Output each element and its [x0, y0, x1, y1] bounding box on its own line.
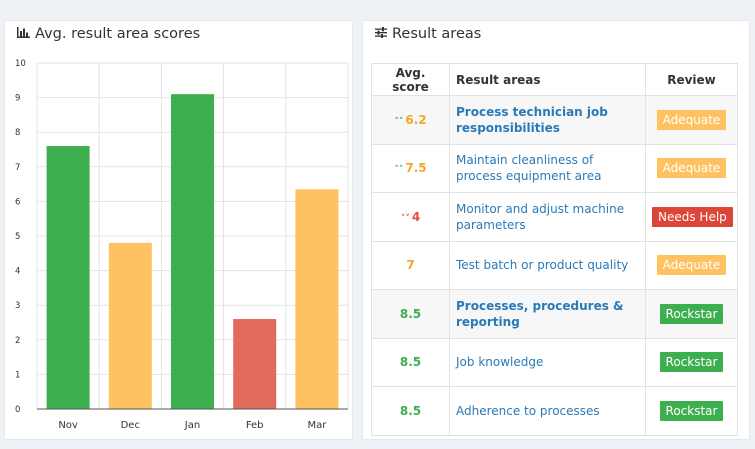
header-review[interactable]: Review [645, 63, 738, 96]
result-area-cell: Adherence to processes [449, 386, 646, 436]
table-header-row: Avg. score Result areas Review [371, 63, 738, 96]
result-area-cell: Job knowledge [449, 337, 646, 387]
review-badge: Rockstar [659, 303, 724, 324]
trend-up-icon: ˄˄ [394, 165, 404, 176]
table-row: ˄˄ 6.2 Process technician job responsibili… [371, 95, 738, 145]
y-tick-label: 6 [15, 197, 20, 207]
review-badge: Rockstar [659, 352, 724, 373]
review-cell: Adequate [645, 95, 738, 145]
table-row: 8.5 Processes, procedures & reporting Rock… [371, 289, 738, 339]
bar-jan[interactable] [171, 94, 214, 409]
avg-score-value: 6.2 [405, 112, 427, 127]
avg-score-value: 8.5 [399, 355, 422, 370]
table-row: 7 Test batch or product quality Adequate [371, 240, 738, 290]
result-area-link[interactable]: Processes, procedures & reporting [456, 298, 624, 329]
table-row: 8.5 Adherence to processes Rockstar [371, 386, 738, 436]
bar-dec[interactable] [108, 242, 152, 409]
avg-score-cell: ˅˅ 4 [371, 192, 450, 242]
y-tick-label: 2 [15, 336, 20, 346]
bar-feb[interactable] [233, 319, 277, 409]
review-badge: Rockstar [659, 400, 724, 421]
result-area-link[interactable]: Test batch or product quality [456, 258, 629, 273]
y-tick-label: 7 [15, 163, 20, 173]
review-badge: Needs Help [652, 206, 733, 227]
result-areas-table: Avg. score Result areas Review ˄˄ 6.2 Proc… [371, 63, 738, 436]
table-row: ˄˄ 7.5 Maintain cleanliness of process equ… [371, 143, 738, 193]
result-area-cell: Process technician job responsibilities [449, 95, 646, 145]
x-tick-label: Feb [246, 420, 264, 431]
avg-score-cell: 8.5 [371, 386, 450, 436]
result-area-link[interactable]: Adherence to processes [456, 403, 600, 418]
y-tick-label: 5 [15, 232, 20, 242]
result-area-cell: Test batch or product quality [449, 240, 646, 290]
header-result-areas[interactable]: Result areas [449, 63, 646, 96]
avg-scores-panel: Avg. result area scores 0 1 2 3 4 5 6 7 8 9 10 Nov D… [4, 20, 353, 440]
avg-score-cell: 8.5 [371, 289, 450, 339]
review-cell: Adequate [645, 143, 738, 193]
avg-score-value: 8.5 [399, 403, 422, 418]
review-badge: Adequate [656, 109, 727, 130]
result-areas-body: ˄˄ 6.2 Process technician job responsibili… [371, 95, 738, 436]
avg-scores-title: Avg. result area scores [17, 26, 200, 42]
y-tick-label: 8 [15, 128, 20, 138]
bar-chart-icon [17, 26, 30, 42]
bar-chart: 0 1 2 3 4 5 6 7 8 9 10 Nov Dec Jan Feb Mar [15, 59, 349, 431]
avg-score-cell: ˄˄ 7.5 [371, 143, 450, 193]
y-tick-label: 3 [15, 301, 20, 311]
bar-mar[interactable] [295, 189, 339, 409]
trend-up-icon: ˄˄ [394, 116, 404, 127]
x-tick-label: Nov [58, 420, 78, 431]
avg-score-cell: 7 [371, 240, 450, 290]
result-area-cell: Processes, procedures & reporting [449, 289, 646, 339]
header-avg-score[interactable]: Avg. score [371, 63, 450, 96]
y-tick-label: 10 [15, 59, 26, 69]
table-row: ˅˅ 4 Monitor and adjust machine parameters… [371, 192, 738, 242]
avg-scores-title-text: Avg. result area scores [35, 26, 201, 42]
sliders-icon [375, 26, 387, 42]
result-areas-title: Result areas [375, 26, 481, 42]
review-cell: Needs Help [645, 192, 738, 242]
result-areas-panel: Result areas Avg. score Result areas Rev… [362, 20, 750, 440]
result-area-cell: Maintain cleanliness of process equipmen… [449, 143, 646, 193]
review-cell: Rockstar [645, 386, 738, 436]
result-area-link[interactable]: Job knowledge [456, 355, 544, 370]
review-badge: Adequate [656, 158, 727, 179]
result-area-link[interactable]: Process technician job responsibilities [456, 104, 608, 135]
result-areas-title-text: Result areas [392, 26, 482, 42]
bar-nov[interactable] [46, 146, 90, 409]
y-tick-label: 4 [15, 267, 20, 277]
x-tick-label: Jan [184, 420, 200, 431]
y-tick-label: 1 [15, 370, 20, 380]
avg-score-value: 7 [406, 258, 415, 273]
review-cell: Adequate [645, 240, 738, 290]
avg-score-value: 7.5 [405, 161, 427, 176]
result-area-cell: Monitor and adjust machine parameters [449, 192, 646, 242]
review-cell: Rockstar [645, 337, 738, 387]
x-tick-label: Mar [307, 420, 327, 431]
avg-score-value: 8.5 [399, 306, 422, 321]
y-tick-label: 0 [15, 405, 20, 415]
table-row: 8.5 Job knowledge Rockstar [371, 337, 738, 387]
x-tick-label: Dec [121, 420, 140, 431]
avg-score-cell: 8.5 [371, 337, 450, 387]
trend-down-icon: ˅˅ [400, 213, 410, 224]
result-area-link[interactable]: Monitor and adjust machine parameters [456, 201, 625, 232]
y-tick-label: 9 [15, 94, 20, 104]
review-badge: Adequate [656, 255, 727, 276]
avg-score-cell: ˄˄ 6.2 [371, 95, 450, 145]
result-area-link[interactable]: Maintain cleanliness of process equipmen… [456, 153, 602, 184]
review-cell: Rockstar [645, 289, 738, 339]
avg-score-value: 4 [411, 209, 421, 224]
